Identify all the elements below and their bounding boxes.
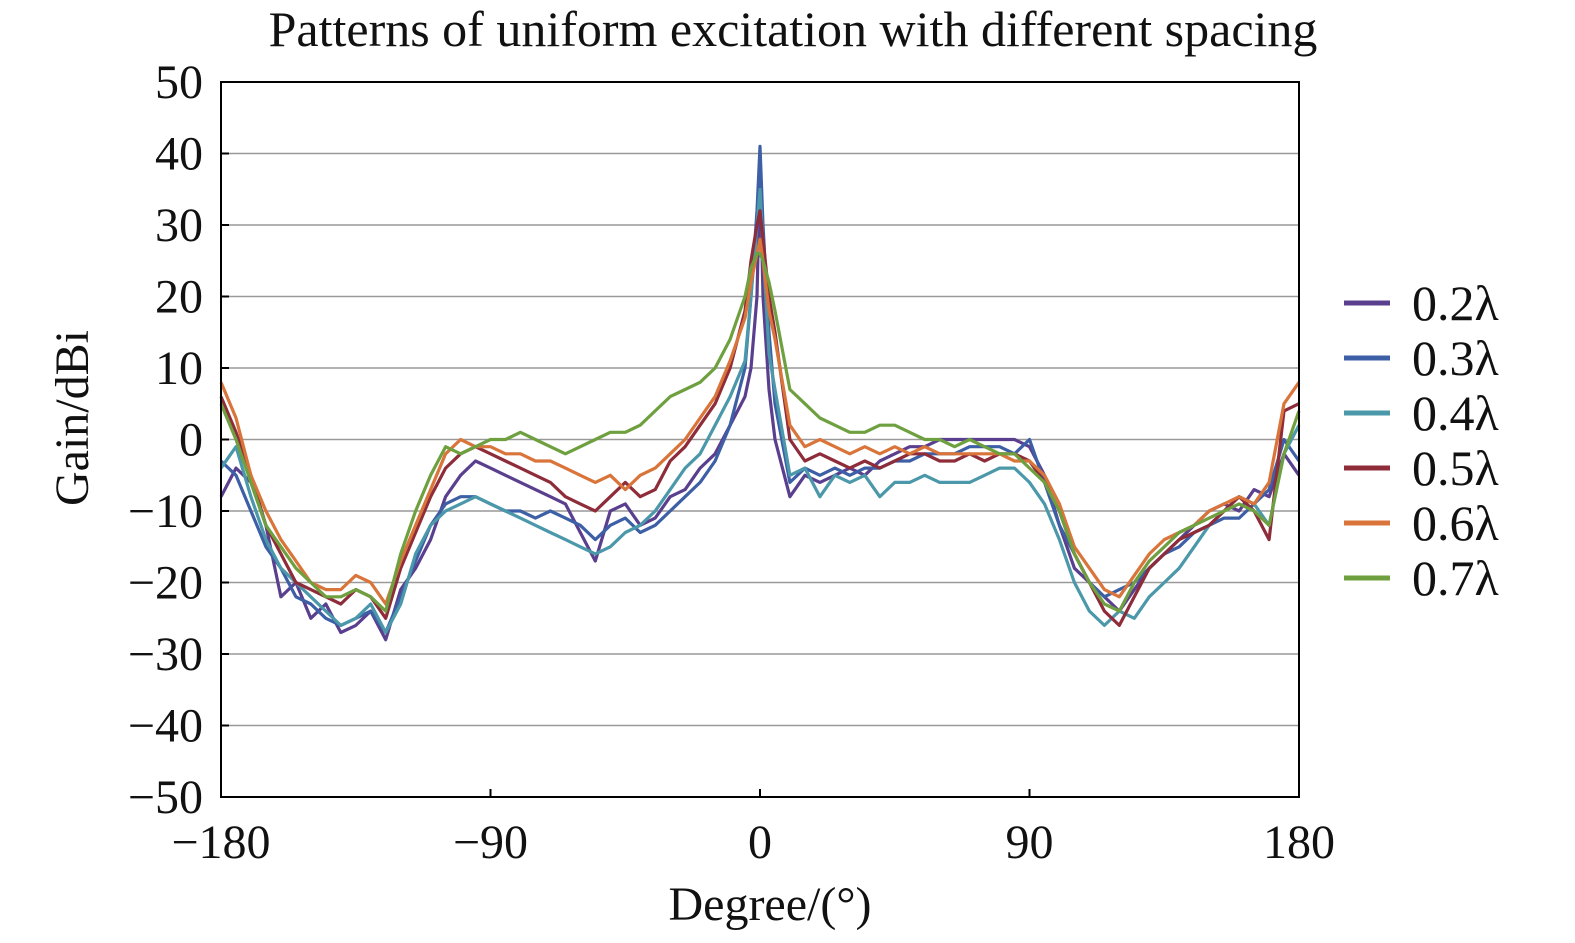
legend-label-4: 0.5λ (1412, 440, 1499, 496)
y-tick-label: 50 (155, 56, 203, 109)
tick-marks (220, 81, 1300, 798)
y-tick-label: −20 (128, 557, 203, 610)
y-tick-label: −30 (128, 628, 203, 681)
series-line-3 (219, 187, 1301, 635)
y-tick-labels: 50 40 30 20 10 0 −10 −20 −30 −40 −50 (128, 56, 203, 824)
legend-label-6: 0.7λ (1412, 550, 1499, 606)
y-tick-label: 30 (155, 199, 203, 252)
y-tick-label: 20 (155, 271, 203, 324)
series-line-6 (219, 252, 1301, 613)
x-axis-label: Degree/(°) (668, 878, 871, 931)
series-line-4 (219, 209, 1300, 627)
legend: 0.2λ0.3λ0.4λ0.5λ0.6λ0.7λ (1344, 275, 1499, 606)
legend-label-1: 0.2λ (1412, 275, 1499, 331)
y-axis-label: Gain/dBi (46, 330, 99, 506)
x-tick-label: 90 (1006, 816, 1054, 869)
x-tick-label: 180 (1263, 816, 1335, 869)
y-tick-label: −40 (128, 700, 203, 753)
y-tick-label: 0 (179, 414, 203, 467)
series-layer (219, 144, 1301, 642)
chart-title: Patterns of uniform excitation with diff… (269, 1, 1318, 57)
x-tick-labels: −180 −90 0 90 180 (171, 816, 1335, 869)
x-tick-label: −90 (453, 816, 528, 869)
gridlines (221, 152, 1299, 727)
legend-label-3: 0.4λ (1412, 385, 1499, 441)
legend-label-5: 0.6λ (1412, 495, 1499, 551)
x-tick-label: −180 (171, 816, 270, 869)
series-line-5 (219, 237, 1301, 606)
y-tick-label: 10 (155, 342, 203, 395)
legend-label-2: 0.3λ (1412, 330, 1499, 386)
y-tick-label: −10 (128, 485, 203, 538)
y-tick-label: −50 (128, 771, 203, 824)
y-tick-label: 40 (155, 128, 203, 181)
x-tick-label: 0 (748, 816, 772, 869)
